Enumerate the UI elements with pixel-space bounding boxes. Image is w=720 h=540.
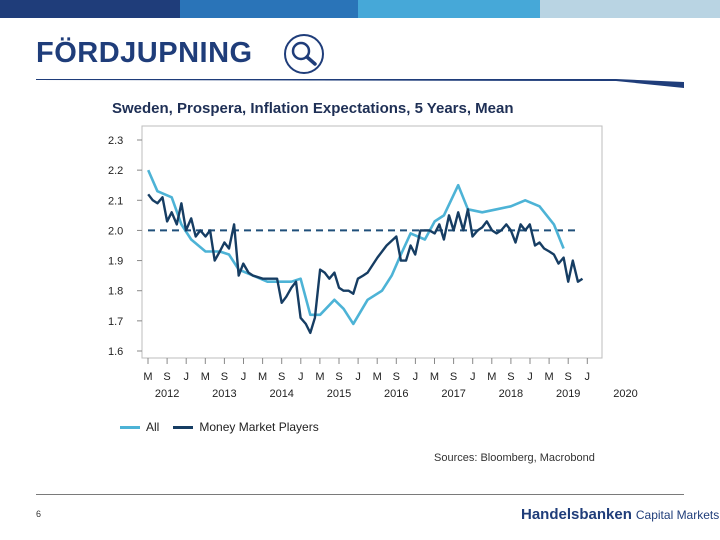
legend-swatch-money-market-players — [173, 425, 194, 429]
x-tick-label: J — [355, 371, 361, 383]
top-bar-segment — [540, 0, 720, 18]
brand-logo: Handelsbanken Capital Markets — [521, 506, 719, 523]
y-tick-label: 2.3 — [108, 135, 123, 147]
legend-item-money-market-players: Money Market Players — [173, 420, 319, 434]
x-tick-label: M — [201, 371, 210, 383]
source-note: Sources: Bloomberg, Macrobond — [434, 452, 595, 464]
series-line-all — [147, 169, 565, 326]
x-tick-label: S — [278, 371, 285, 383]
magnifier-icon — [284, 34, 324, 74]
legend-label-all: All — [146, 420, 160, 434]
x-tick-label: M — [315, 371, 324, 383]
legend-swatch-all — [120, 425, 140, 429]
title-underline — [36, 79, 684, 88]
legend-item-all: All — [120, 420, 159, 434]
x-tick-label: S — [335, 371, 342, 383]
x-tick-label: S — [163, 371, 170, 383]
x-tick-label: J — [413, 371, 419, 383]
top-bar-segment — [0, 0, 180, 18]
x-year-label: 2018 — [499, 388, 523, 400]
x-tick-label: J — [298, 371, 304, 383]
x-year-label: 2012 — [155, 388, 179, 400]
chart-title: Sweden, Prospera, Inflation Expectations… — [112, 100, 514, 117]
x-tick-label: M — [258, 371, 267, 383]
x-tick-label: S — [565, 371, 572, 383]
x-tick-label: S — [507, 371, 514, 383]
page-number: 6 — [36, 509, 42, 519]
x-year-label: 2014 — [269, 388, 293, 400]
y-tick-label: 2.2 — [108, 165, 123, 177]
legend-label-money-market-players: Money Market Players — [199, 420, 319, 434]
plot-frame — [141, 125, 603, 359]
x-tick-label: M — [430, 371, 439, 383]
y-tick-label: 1.9 — [108, 256, 123, 268]
x-tick-label: J — [241, 371, 247, 383]
x-tick-label: J — [183, 371, 189, 383]
brand-sub: Capital Markets — [635, 508, 720, 522]
y-tick-label: 2.0 — [108, 225, 123, 237]
page-title: FÖRDJUPNING — [36, 37, 253, 69]
x-year-label: 2017 — [441, 388, 465, 400]
y-tick-label: 1.6 — [108, 346, 123, 358]
x-tick-label: J — [470, 371, 476, 383]
x-year-label: 2019 — [556, 388, 580, 400]
top-bar-segment — [180, 0, 358, 18]
top-color-bar — [0, 0, 720, 18]
x-tick-label: M — [545, 371, 554, 383]
x-tick-label: J — [585, 371, 591, 383]
x-year-label: 2020 — [613, 388, 637, 400]
series-line-money-market-players — [147, 193, 584, 335]
y-tick-label: 1.7 — [108, 316, 123, 328]
y-tick-label: 1.8 — [108, 286, 123, 298]
x-tick-label: S — [450, 371, 457, 383]
top-bar-segment — [358, 0, 540, 18]
x-year-label: 2015 — [327, 388, 351, 400]
y-tick-label: 2.1 — [108, 195, 123, 207]
x-tick-label: M — [487, 371, 496, 383]
x-tick-label: M — [143, 371, 152, 383]
chart-legend: All Money Market Players — [120, 420, 333, 434]
x-tick-label: M — [373, 371, 382, 383]
x-tick-label: S — [221, 371, 228, 383]
x-tick-label: J — [527, 371, 533, 383]
x-tick-label: S — [393, 371, 400, 383]
footer-divider — [36, 494, 684, 495]
x-year-label: 2016 — [384, 388, 408, 400]
brand-name: Handelsbanken — [521, 506, 632, 523]
x-year-label: 2013 — [212, 388, 236, 400]
